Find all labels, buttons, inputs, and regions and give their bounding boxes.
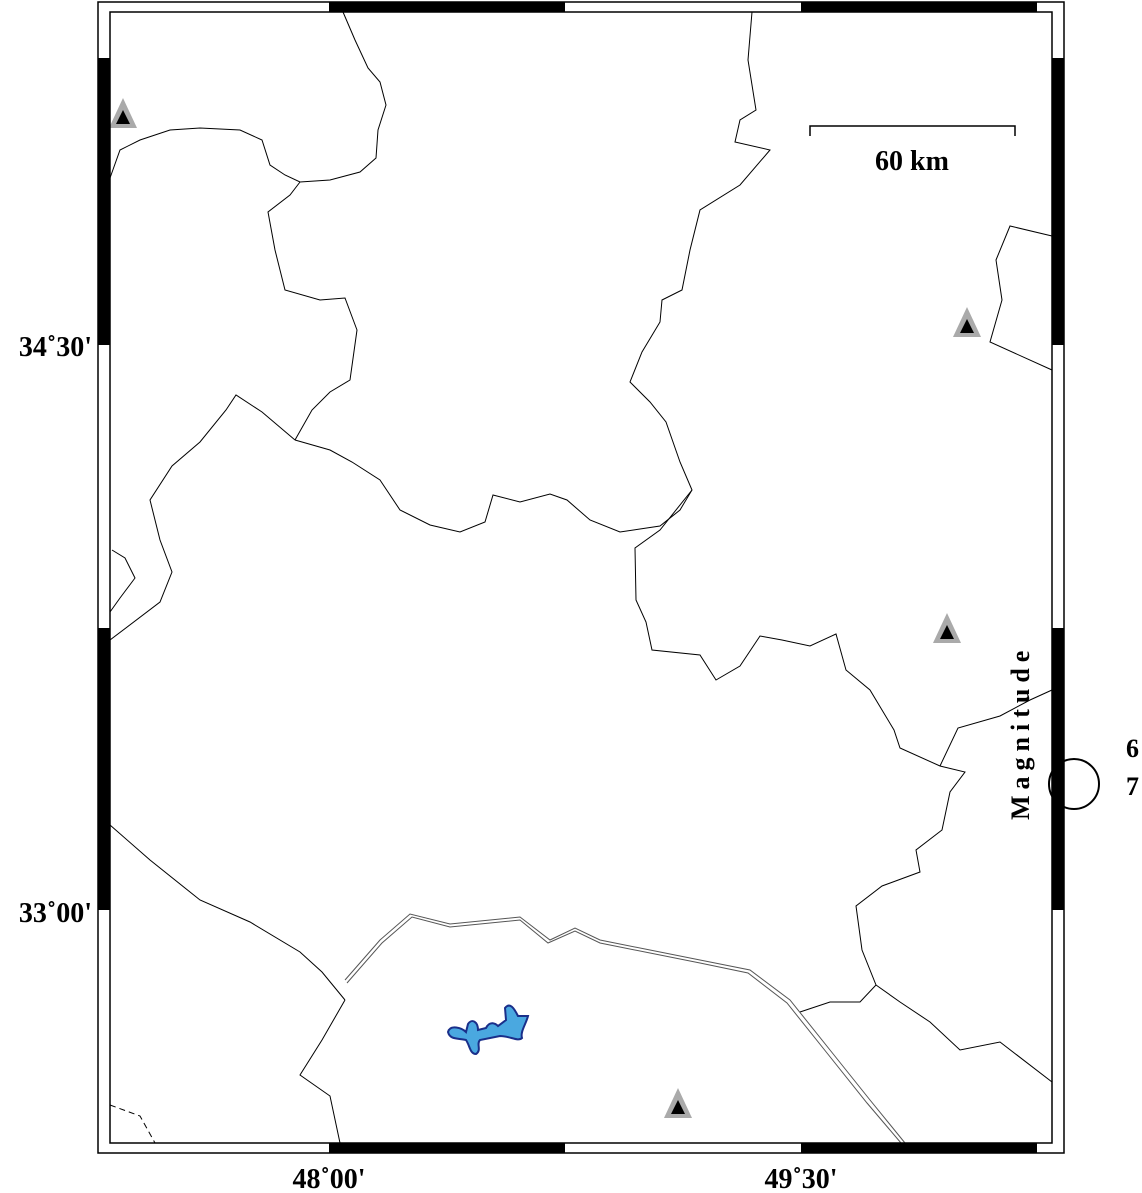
station-triangle-icon — [953, 307, 981, 337]
dashed-boundary — [109, 1104, 156, 1144]
y-tick-label: 33˚00' — [19, 898, 92, 929]
legend-entry: 6 — [1126, 734, 1139, 763]
legend-title: Magnitude — [1006, 645, 1035, 820]
boundary-line — [109, 549, 136, 613]
boundary-line — [299, 999, 346, 1144]
boundary-line — [267, 181, 358, 441]
station-triangle-icon — [933, 613, 961, 643]
station-triangle-icon — [109, 98, 137, 128]
scale-bar-label: 60 km — [875, 146, 949, 177]
map-frame — [97, 1, 1065, 1154]
boundary-line — [989, 225, 1053, 371]
boundary-line — [634, 489, 966, 1013]
boundary-line — [875, 984, 1053, 1083]
boundary-line — [294, 11, 771, 533]
boundary-line — [109, 11, 387, 183]
y-tick-label: 34˚30' — [19, 332, 92, 363]
boundaries — [109, 11, 1053, 1144]
station-triangle-icon — [664, 1088, 692, 1118]
x-tick-label: 48˚00' — [292, 1164, 365, 1193]
scale-bar — [809, 125, 1016, 136]
boundary-line — [939, 689, 1053, 767]
river — [344, 913, 906, 1144]
legend-entry: 7 — [1126, 772, 1139, 801]
stations — [109, 98, 981, 1118]
boundary-line — [109, 394, 296, 641]
x-tick-label: 49˚30' — [764, 1164, 837, 1193]
boundary-line — [109, 824, 346, 1001]
legend-magnitude-circle — [1048, 758, 1100, 810]
lake — [446, 1004, 530, 1056]
